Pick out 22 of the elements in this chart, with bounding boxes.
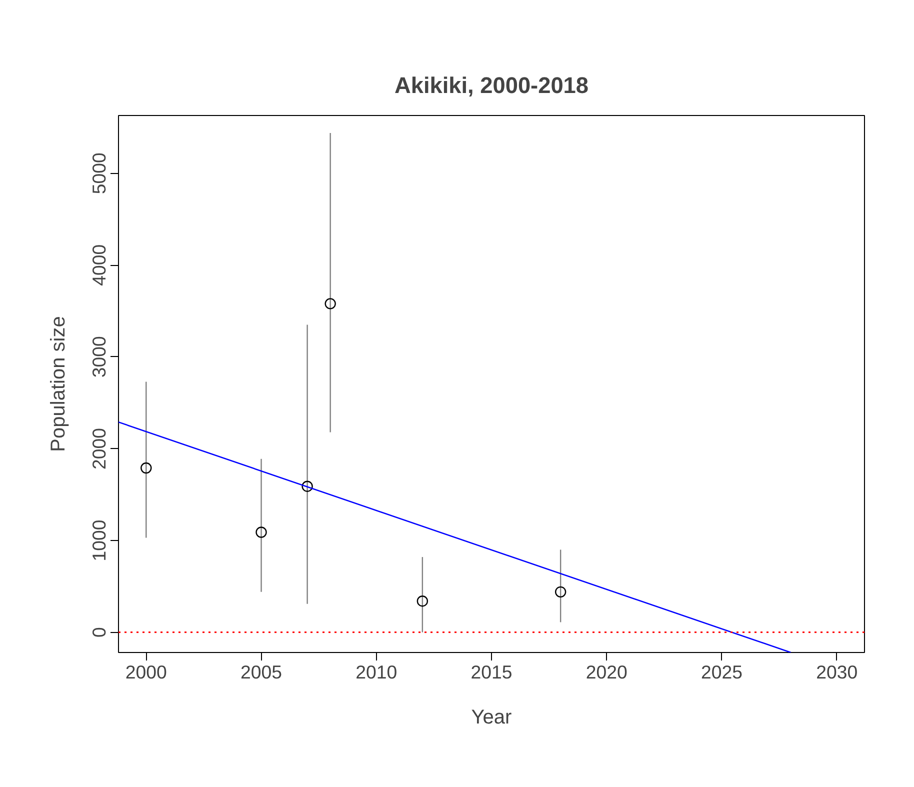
point xyxy=(140,462,152,474)
y-tick-label: 1000 xyxy=(88,520,110,562)
y-tick-label: 4000 xyxy=(88,244,110,286)
x-tick-label: 2000 xyxy=(125,662,167,682)
x-tick-label: 2030 xyxy=(816,662,858,682)
point xyxy=(302,480,313,492)
chart-title: Akikiki, 2000-2018 xyxy=(394,72,588,98)
x-tick-label: 2020 xyxy=(586,662,628,682)
x-tick-label: 2025 xyxy=(700,662,743,682)
x-tick-label: 2005 xyxy=(240,662,282,682)
point xyxy=(416,596,428,607)
x-axis-title: Year xyxy=(471,706,512,728)
x-tick-label: 2010 xyxy=(356,662,398,682)
y-tick-label: 3000 xyxy=(88,336,110,378)
y-tick-label: 2000 xyxy=(88,428,110,470)
point xyxy=(324,298,336,310)
y-tick-label: 0 xyxy=(88,627,110,638)
point xyxy=(554,586,566,598)
y-axis-title: Population size xyxy=(48,316,70,452)
point xyxy=(256,526,267,538)
y-tick-label: 5000 xyxy=(88,152,110,194)
x-tick-label: 2015 xyxy=(470,662,512,682)
